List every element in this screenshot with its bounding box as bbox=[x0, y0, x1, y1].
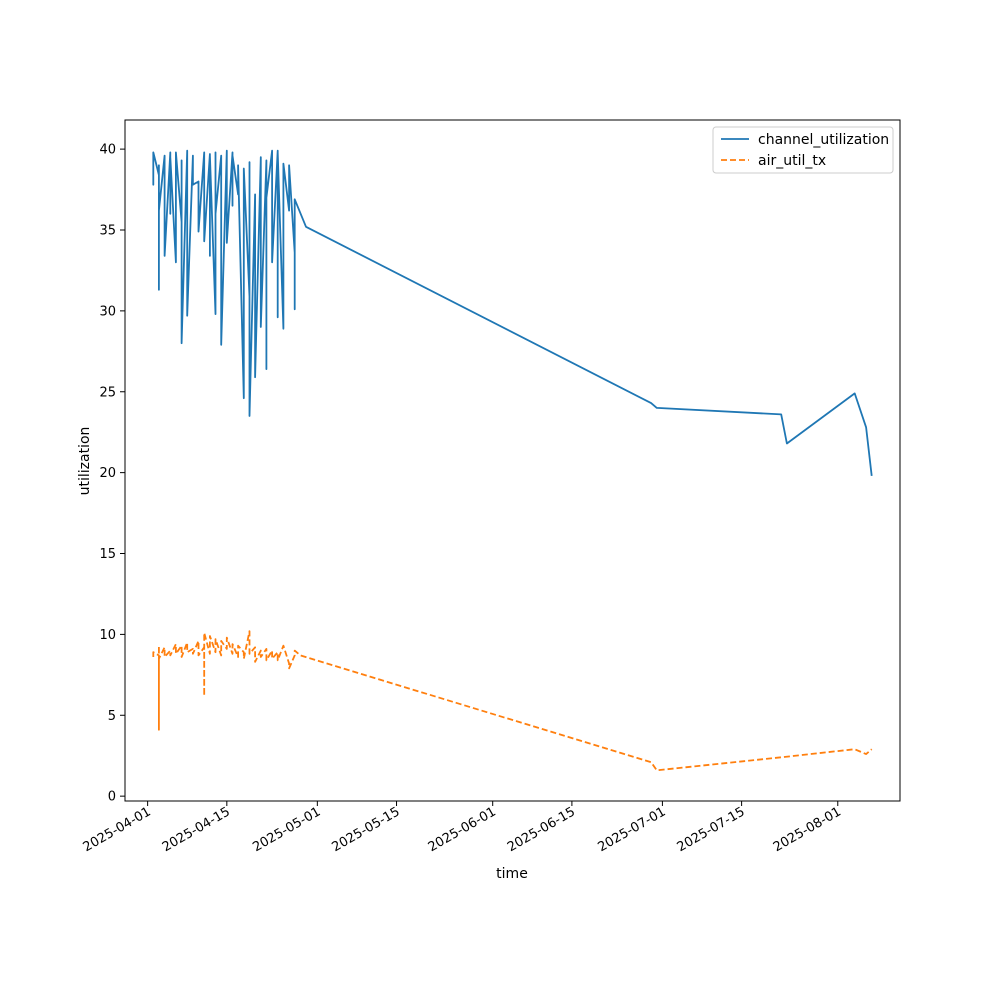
y-tick-label: 40 bbox=[99, 143, 116, 158]
y-axis: 0 5 10 15 20 25 30 35 40 bbox=[99, 143, 125, 805]
y-tick-label: 10 bbox=[99, 628, 116, 643]
legend-box bbox=[712, 126, 894, 174]
legend-label-channel_utilization: channel_utilization bbox=[758, 132, 889, 148]
y-tick-label: 25 bbox=[99, 385, 116, 400]
series-line-channel_utilization bbox=[152, 149, 873, 477]
plot-frame bbox=[124, 119, 901, 802]
legend-label-air_util_tx: air_util_tx bbox=[758, 153, 826, 169]
y-tick-label: 20 bbox=[99, 466, 116, 481]
x-axis-label: time bbox=[496, 866, 528, 882]
legend: channel_utilization air_util_tx bbox=[712, 126, 894, 174]
y-tick-label: 5 bbox=[108, 709, 116, 724]
y-axis-label: utilization bbox=[77, 427, 93, 496]
series-line-air_util_tx bbox=[152, 630, 873, 772]
y-tick-label: 0 bbox=[108, 790, 116, 805]
y-tick-label: 35 bbox=[99, 223, 116, 238]
y-tick-label: 15 bbox=[99, 547, 116, 562]
plot-lines bbox=[152, 149, 873, 772]
y-tick-label: 30 bbox=[99, 304, 116, 319]
